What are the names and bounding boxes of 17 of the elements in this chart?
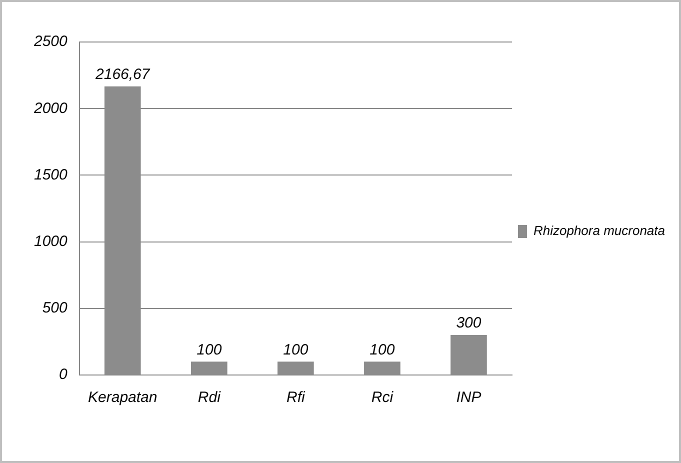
data-label: 100 [370, 341, 396, 358]
legend-label: Rhizophora mucronata [533, 223, 666, 238]
x-tick-label: Rdi [198, 389, 222, 406]
y-tick-label: 1000 [34, 232, 68, 250]
y-tick-label: 2000 [32, 100, 68, 117]
y-tick-label: 1500 [34, 166, 68, 184]
y-tick-label: 2500 [32, 33, 68, 50]
y-tick-label: 500 [42, 300, 68, 317]
y-tick-label: 0 [59, 366, 68, 384]
x-tick-label: Kerapatan [88, 389, 158, 406]
x-tick-label: INP [456, 389, 482, 406]
x-tick-label: Rfi [286, 389, 306, 406]
data-label: 2166,67 [94, 66, 150, 84]
x-tick-label: Rci [371, 389, 394, 406]
data-label: 300 [456, 314, 482, 332]
data-label: 100 [283, 341, 309, 358]
data-label: 100 [196, 341, 222, 358]
